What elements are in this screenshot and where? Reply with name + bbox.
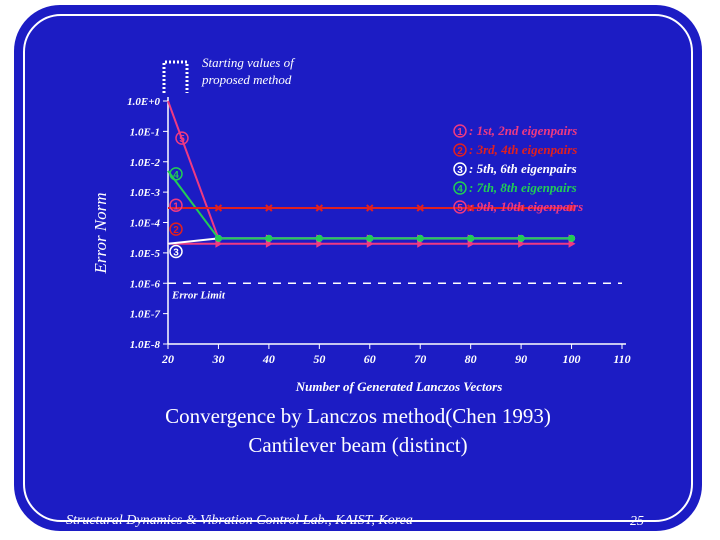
x-tick-label: 30: [211, 352, 224, 366]
legend-number-4: 4: [457, 184, 463, 195]
series-marker-4: [467, 234, 475, 242]
start-value-number-3: 3: [173, 248, 179, 259]
series-marker-5: [568, 239, 576, 248]
x-tick-label: 40: [262, 352, 275, 366]
y-axis-title: Error Norm: [91, 192, 110, 274]
x-tick-label: 50: [313, 352, 325, 366]
series-marker-2: [366, 204, 374, 212]
legend-number-circle-1: [453, 124, 467, 138]
footer-lab-name: Structural Dynamics & Vibration Control …: [66, 513, 413, 528]
series-marker-2: [315, 204, 324, 212]
y-tick-label: 1.0E-3: [130, 187, 161, 199]
x-tick-label: 70: [414, 352, 426, 366]
series-marker-5: [467, 239, 475, 248]
start-value-marker-2: [169, 222, 183, 236]
x-axis-title: Number of Generated Lanczos Vectors: [295, 379, 503, 394]
legend-number-3: 3: [457, 165, 463, 176]
series-marker-2: [416, 204, 424, 212]
series-marker-4: [517, 234, 525, 242]
y-tick-label: 1.0E-8: [130, 339, 161, 351]
starting-values-bracket: [162, 60, 189, 93]
slide-frame: [23, 14, 693, 522]
error-limit-label: Error Limit: [171, 289, 226, 301]
series-marker-5: [417, 239, 425, 248]
legend-entry-5: : 9th, 10th eigenpairs: [469, 199, 583, 214]
legend-entry-4: : 7th, 8th eigenpairs: [469, 180, 577, 195]
series-marker-2: [265, 204, 273, 212]
x-tick-label: 110: [613, 352, 630, 366]
y-tick-label: 1.0E+0: [127, 96, 160, 108]
start-value-number-5: 5: [179, 134, 185, 145]
x-tick-label: 90: [515, 352, 527, 366]
x-tick-label: 20: [161, 352, 174, 366]
y-tick-label: 1.0E-7: [130, 309, 161, 321]
x-tick-label: 60: [364, 352, 376, 366]
legend-entry-2: : 3rd, 4th eigenpairs: [469, 142, 577, 157]
series-marker-5: [215, 239, 223, 248]
x-tick-label: 100: [563, 352, 581, 366]
series-marker-5: [265, 239, 273, 248]
x-tick-label: 80: [465, 352, 477, 366]
series-marker-4: [366, 234, 374, 242]
slide-background: 1.0E+0 1.0E-1 1.0E-2 1.0E-3 1.0E-4 1.0E-5 1.0E…: [14, 5, 702, 531]
start-value-number-1: 1: [173, 201, 179, 212]
series-marker-2: [517, 204, 525, 212]
y-tick-label: 1.0E-1: [130, 126, 160, 138]
series-marker-2: [567, 204, 576, 212]
convergence-chart: 1.0E+0 1.0E-1 1.0E-2 1.0E-3 1.0E-4 1.0E-5 1.0E…: [91, 55, 631, 394]
series-marker-4: [568, 234, 576, 242]
legend-entry-1: : 1st, 2nd eigenpairs: [469, 123, 577, 138]
start-value-number-2: 2: [173, 225, 179, 236]
series-marker-4: [214, 234, 222, 242]
legend-entry-3: : 5th, 6th eigenpairs: [469, 161, 577, 176]
caption-line-2: Cantilever beam (distinct): [248, 433, 468, 457]
legend-number-circle-2: [453, 143, 467, 157]
series-marker-2: [214, 204, 223, 212]
series-marker-4: [265, 234, 273, 242]
legend-number-5: 5: [457, 203, 463, 214]
series-marker-5: [518, 239, 526, 248]
series-marker-4: [416, 234, 424, 242]
starting-values-note-line2: proposed method: [201, 72, 292, 87]
y-tick-label: 1.0E-6: [130, 278, 161, 290]
series-marker-5: [366, 239, 374, 248]
series-marker-4: [315, 234, 323, 242]
caption-line-1: Convergence by Lanczos method(Chen 1993): [165, 404, 551, 428]
legend-number-1: 1: [457, 127, 463, 138]
start-value-number-4: 4: [173, 170, 179, 181]
legend-number-2: 2: [457, 146, 463, 157]
y-tick-label: 1.0E-2: [130, 157, 161, 169]
y-tick-label: 1.0E-5: [130, 248, 161, 260]
starting-values-note-line1: Starting values of: [202, 55, 296, 70]
start-value-marker-1: [169, 198, 183, 213]
start-value-marker-4: [169, 167, 183, 181]
start-value-marker-3: [169, 244, 183, 259]
legend-number-circle-4: [453, 181, 467, 195]
start-value-marker-5: [175, 131, 189, 145]
legend-number-circle-3: [453, 162, 467, 176]
legend-number-circle-5: [453, 200, 467, 214]
page-number: 25: [630, 514, 644, 529]
series-marker-5: [316, 239, 324, 248]
series-marker-2: [466, 204, 475, 212]
y-tick-label: 1.0E-4: [130, 218, 161, 230]
